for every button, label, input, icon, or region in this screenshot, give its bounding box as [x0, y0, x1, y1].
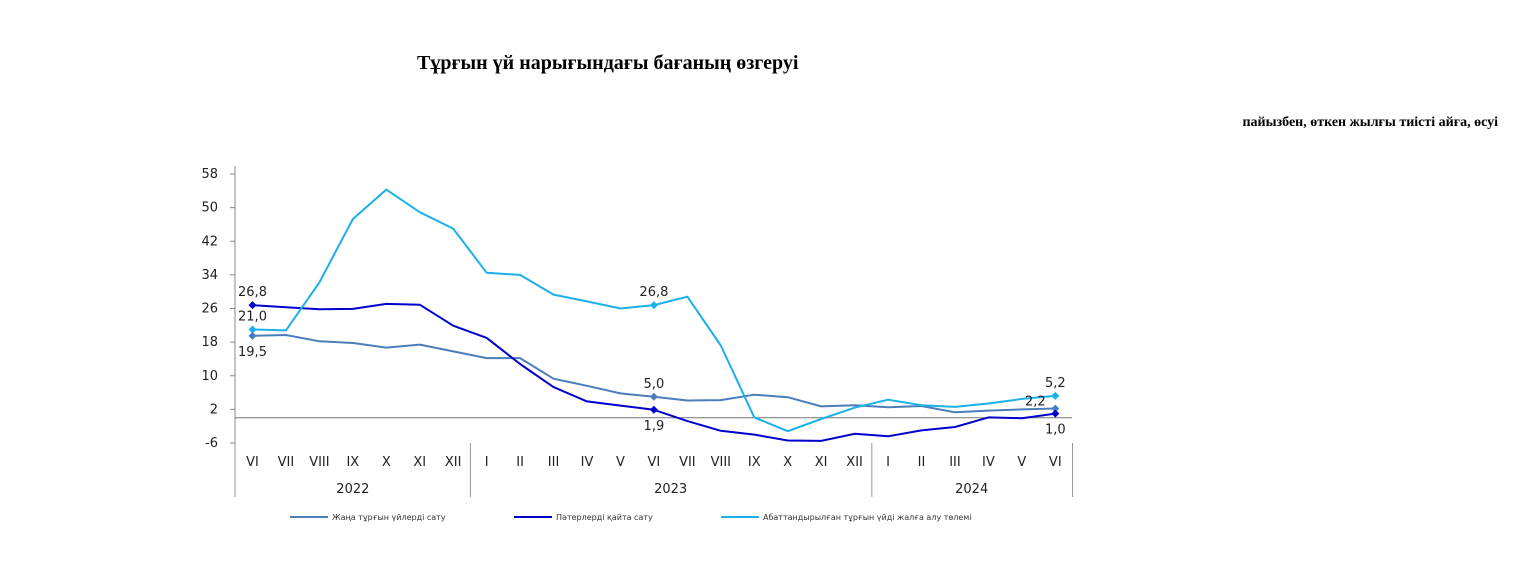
data-point-marker: [649, 392, 658, 401]
x-tick-label: IX: [748, 455, 761, 470]
data-label: 1,9: [644, 419, 665, 434]
x-tick-label: V: [616, 455, 625, 470]
x-tick-label: IV: [581, 455, 594, 470]
y-tick-label: 58: [201, 167, 218, 182]
y-tick-label: 2: [210, 402, 218, 417]
year-label: 2024: [955, 482, 988, 497]
x-tick-label: VIII: [711, 455, 731, 470]
x-tick-label: III: [548, 455, 560, 470]
x-tick-label: VI: [648, 455, 661, 470]
x-tick-label: II: [918, 455, 926, 470]
y-tick-label: 42: [201, 234, 218, 249]
data-label: 26,8: [639, 285, 668, 300]
x-tick-label: IX: [346, 455, 359, 470]
data-label: 1,0: [1045, 423, 1066, 438]
x-tick-label: VI: [246, 455, 259, 470]
x-tick-label: IV: [982, 455, 995, 470]
data-point-marker: [649, 405, 658, 414]
year-label: 2023: [654, 482, 687, 497]
x-tick-label: VI: [1049, 455, 1062, 470]
x-tick-label: III: [949, 455, 961, 470]
chart-units-subtitle: пайызбен, өткен жылғы тиісті айға, өсуі: [1242, 115, 1498, 130]
data-label: 5,2: [1045, 376, 1066, 391]
legend-label: Абаттандырылған тұрғын үйді жалға алу тө…: [763, 513, 972, 522]
legend-label: Жаңа тұрғын үйлерді сату: [332, 513, 446, 522]
y-tick-label: 18: [201, 335, 218, 350]
data-point-marker: [1051, 391, 1060, 400]
data-point-marker: [248, 331, 257, 340]
year-label: 2022: [336, 482, 369, 497]
x-tick-label: XI: [413, 455, 426, 470]
data-label: 26,8: [238, 285, 267, 300]
y-tick-label: -6: [205, 436, 218, 451]
x-tick-label: II: [516, 455, 524, 470]
data-label: 21,0: [238, 310, 267, 325]
data-label: 19,5: [238, 345, 267, 360]
y-tick-label: 26: [201, 302, 218, 317]
x-tick-label: VII: [278, 455, 295, 470]
y-tick-label: 34: [201, 268, 218, 283]
y-tick-label: 10: [201, 369, 218, 384]
chart-title: Тұрғын үй нарығындағы бағаның өзгеруі: [417, 52, 799, 74]
y-tick-label: 50: [201, 201, 218, 216]
data-point-marker: [649, 301, 658, 310]
x-tick-label: I: [886, 455, 890, 470]
x-tick-label: X: [382, 455, 391, 470]
x-tick-label: XII: [445, 455, 462, 470]
x-tick-label: V: [1017, 455, 1026, 470]
data-label: 5,0: [644, 377, 665, 392]
x-tick-label: X: [783, 455, 792, 470]
data-point-marker: [1051, 409, 1060, 418]
data-label: 2,2: [1025, 395, 1046, 410]
x-tick-label: VIII: [309, 455, 329, 470]
x-tick-label: XII: [846, 455, 863, 470]
legend-label: Пәтерлерді қайта сату: [556, 513, 653, 522]
data-point-marker: [248, 301, 257, 310]
x-tick-label: I: [485, 455, 489, 470]
x-tick-label: VII: [679, 455, 696, 470]
data-point-marker: [1051, 404, 1060, 413]
data-point-marker: [248, 325, 257, 334]
x-tick-label: XI: [815, 455, 828, 470]
